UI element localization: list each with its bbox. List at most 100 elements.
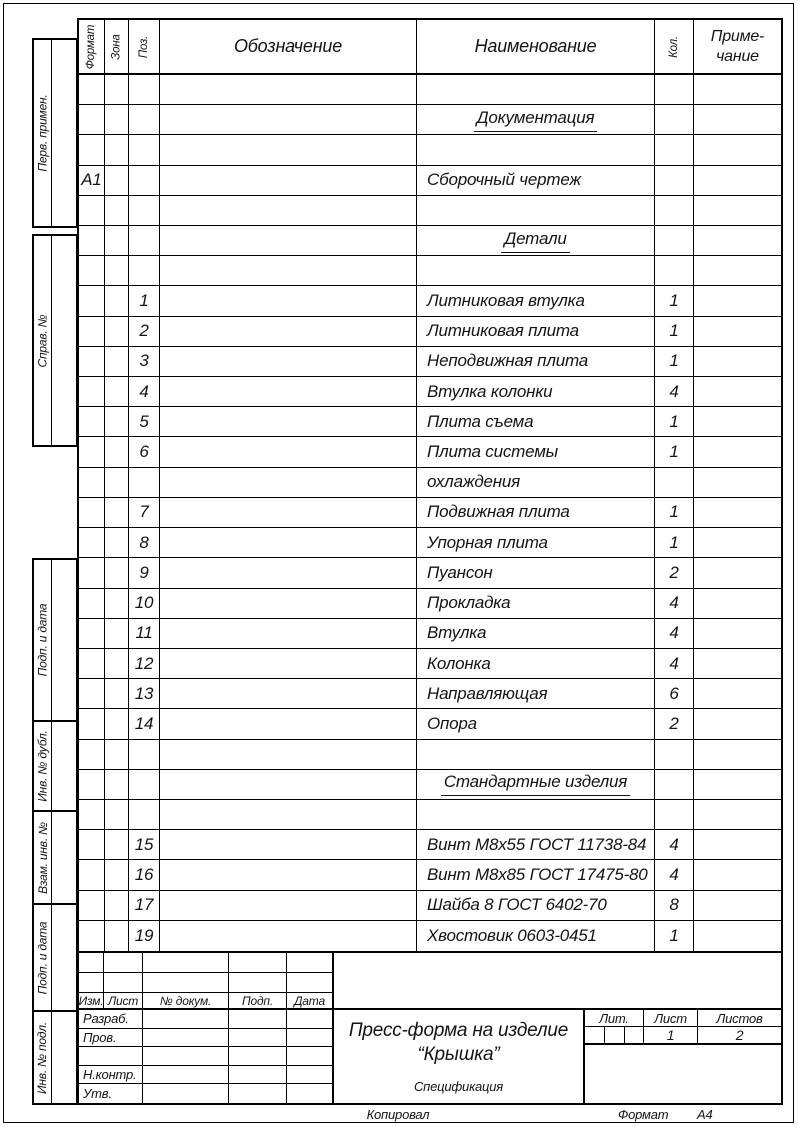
row-4-zone xyxy=(105,195,129,227)
row-15-name: Упорная плита xyxy=(417,528,655,559)
side-box-divider xyxy=(51,812,52,903)
row-17-name: Прокладка xyxy=(417,588,655,619)
row-13-note xyxy=(694,468,781,498)
title-block-revisions: Изм. Лист № докум. Подп. Дата Разраб. Пр… xyxy=(79,953,334,1103)
lit-sheet-table: Лит. Лист Листов 1 2 xyxy=(585,1010,781,1103)
organization-cell xyxy=(585,1045,781,1103)
side-box-signature-date-2: Подп. и дата xyxy=(32,903,78,1012)
row-26-pos: 16 xyxy=(129,860,160,891)
side-box-first-application: Перв. примен. xyxy=(32,38,78,228)
row-12-name: Плита системы xyxy=(417,437,655,468)
row-27-name: Шайба 8 ГОСТ 6402-70 xyxy=(417,890,655,921)
side-box-reference-number: Справ. № xyxy=(32,234,78,447)
row-23-format xyxy=(79,769,105,800)
row-17-qty: 4 xyxy=(655,588,694,619)
row-15-pos: 8 xyxy=(129,528,160,559)
row-26-zone xyxy=(105,860,129,891)
row-3-qty xyxy=(655,165,694,196)
row-13-qty xyxy=(655,467,694,498)
lit-cell-3 xyxy=(625,1027,644,1043)
row-4-designation xyxy=(160,195,417,227)
row-14-name: Подвижная плита xyxy=(417,497,655,529)
row-14-note xyxy=(694,498,781,529)
signature-row-checked: Пров. xyxy=(79,1028,332,1048)
row-28-name: Хвостовик 0603-0451 xyxy=(417,920,655,951)
row-19-note xyxy=(694,649,781,680)
lit-cell-1 xyxy=(585,1027,605,1043)
row-11-qty: 1 xyxy=(655,407,694,438)
row-22-format xyxy=(79,739,105,770)
row-6-name xyxy=(417,256,655,287)
row-5-format xyxy=(79,226,105,257)
row-7-name: Литниковая втулка xyxy=(417,286,655,317)
column-header-name: Наименование xyxy=(417,20,655,73)
row-2-name xyxy=(417,135,655,166)
document-title-line2: “Крышка” xyxy=(417,1044,500,1065)
row-8-qty: 1 xyxy=(655,316,694,347)
row-9-qty: 1 xyxy=(655,346,694,378)
row-27-format xyxy=(79,890,105,921)
row-21-designation xyxy=(160,709,417,740)
row-13-format xyxy=(79,467,105,498)
row-18-format xyxy=(79,618,105,649)
row-7-designation xyxy=(160,286,417,317)
column-header-format: Формат xyxy=(79,20,105,73)
row-16-name: Пуансон xyxy=(417,558,655,589)
side-box-divider xyxy=(51,722,52,810)
row-14-qty: 1 xyxy=(655,497,694,529)
row-2-pos xyxy=(129,135,160,166)
row-18-name: Втулка xyxy=(417,618,655,649)
revision-header-list: Лист xyxy=(104,993,143,1008)
row-7-zone xyxy=(105,286,129,317)
column-header-position: Поз. xyxy=(129,20,160,73)
row-4-qty xyxy=(655,195,694,227)
row-19-designation xyxy=(160,648,417,680)
row-28-note xyxy=(694,921,781,951)
footer-format-label: Формат xyxy=(618,1107,669,1122)
lit-label: Лит. xyxy=(585,1010,644,1027)
row-7-note xyxy=(694,286,781,317)
column-header-designation: Обозначение xyxy=(160,20,417,73)
row-5-qty xyxy=(655,226,694,257)
row-10-designation xyxy=(160,377,417,408)
row-25-format xyxy=(79,830,105,861)
side-box-divider xyxy=(51,905,52,1010)
row-5-note xyxy=(694,226,781,257)
row-10-format xyxy=(79,377,105,408)
revision-header-date: Дата xyxy=(294,993,325,1008)
row-6-designation xyxy=(160,256,417,287)
row-24-designation xyxy=(160,799,417,831)
row-25-name: Винт М8х55 ГОСТ 11738-84 xyxy=(417,830,655,861)
row-10-qty: 4 xyxy=(655,377,694,408)
row-3-pos xyxy=(129,165,160,196)
row-11-pos: 5 xyxy=(129,407,160,438)
row-28-format xyxy=(79,920,105,951)
side-box-signature-date-1: Подп. и дата xyxy=(32,558,78,722)
row-11-format xyxy=(79,407,105,438)
column-header-zone: Зона xyxy=(105,20,129,73)
row-11-note xyxy=(694,407,781,438)
row-21-format xyxy=(79,709,105,740)
row-22-note xyxy=(694,740,781,770)
side-box-divider xyxy=(51,560,52,720)
row-5-designation xyxy=(160,226,417,257)
row-20-pos: 13 xyxy=(129,679,160,710)
row-23-pos xyxy=(129,769,160,800)
row-26-qty: 4 xyxy=(655,860,694,891)
row-8-name: Литниковая плита xyxy=(417,316,655,347)
spec-table-header: Формат Зона Поз. Обозначение Наименовани… xyxy=(79,20,781,75)
row-8-format xyxy=(79,316,105,347)
row-24-zone xyxy=(105,799,129,831)
row-4-name xyxy=(417,195,655,227)
row-23-note xyxy=(694,770,781,800)
row-16-note xyxy=(694,558,781,589)
row-4-note xyxy=(694,196,781,227)
row-1-pos xyxy=(129,105,160,136)
side-label-replacement-inventory: Взам. инв. № xyxy=(35,821,50,894)
row-27-zone xyxy=(105,890,129,921)
row-12-designation xyxy=(160,437,417,468)
row-25-note xyxy=(694,830,781,861)
revision-row xyxy=(79,973,332,993)
row-26-designation xyxy=(160,860,417,891)
